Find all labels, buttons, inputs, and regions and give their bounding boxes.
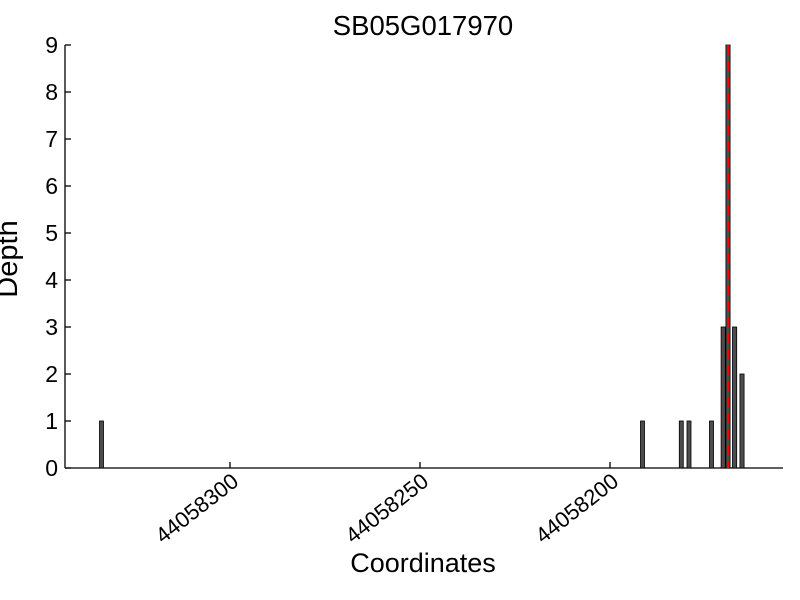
svg-text:44058250: 44058250 [341, 468, 434, 548]
svg-text:Depth: Depth [0, 220, 24, 297]
svg-text:1: 1 [45, 408, 58, 434]
svg-text:2: 2 [45, 361, 58, 387]
svg-text:6: 6 [45, 173, 58, 199]
svg-text:Coordinates: Coordinates [350, 548, 496, 578]
svg-text:0: 0 [45, 455, 58, 481]
svg-text:8: 8 [45, 79, 58, 105]
svg-text:SB05G017970: SB05G017970 [333, 10, 513, 41]
svg-text:44058200: 44058200 [531, 468, 624, 548]
svg-text:4: 4 [45, 267, 58, 293]
svg-text:5: 5 [45, 220, 58, 246]
svg-text:7: 7 [45, 126, 58, 152]
svg-text:44058300: 44058300 [151, 468, 244, 548]
svg-text:9: 9 [45, 32, 58, 58]
svg-text:3: 3 [45, 314, 58, 340]
